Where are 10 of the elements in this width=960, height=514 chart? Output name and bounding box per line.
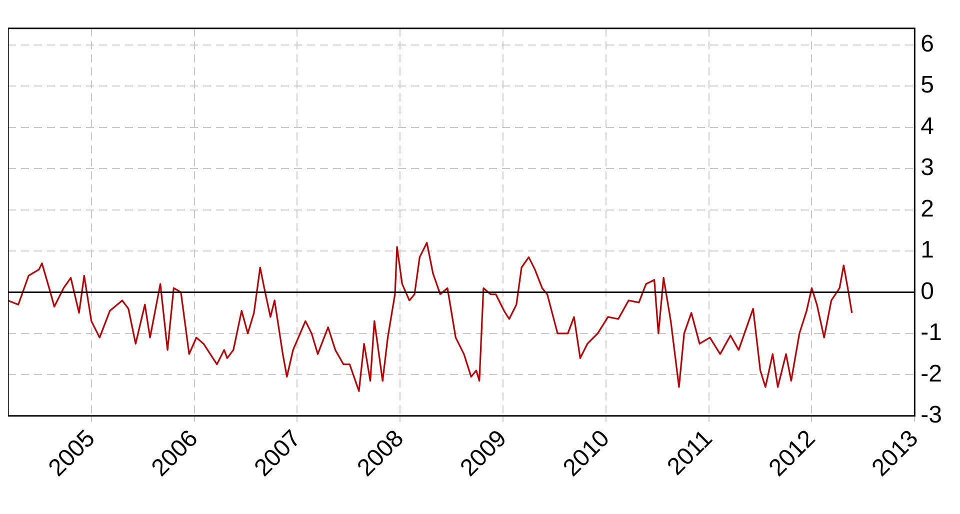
y-tick-label: 3 bbox=[920, 154, 934, 182]
y-tick-label: 2 bbox=[920, 195, 934, 222]
y-tick-label: -2 bbox=[920, 360, 942, 388]
y-tick-label: 5 bbox=[920, 72, 934, 99]
y-tick-label: 1 bbox=[920, 236, 934, 264]
y-tick-label: -1 bbox=[920, 319, 942, 346]
y-tick-label: 4 bbox=[920, 112, 934, 140]
y-tick-label: -3 bbox=[920, 402, 942, 429]
y-tick-label: 0 bbox=[920, 278, 934, 305]
y-tick-label: 6 bbox=[920, 30, 934, 58]
